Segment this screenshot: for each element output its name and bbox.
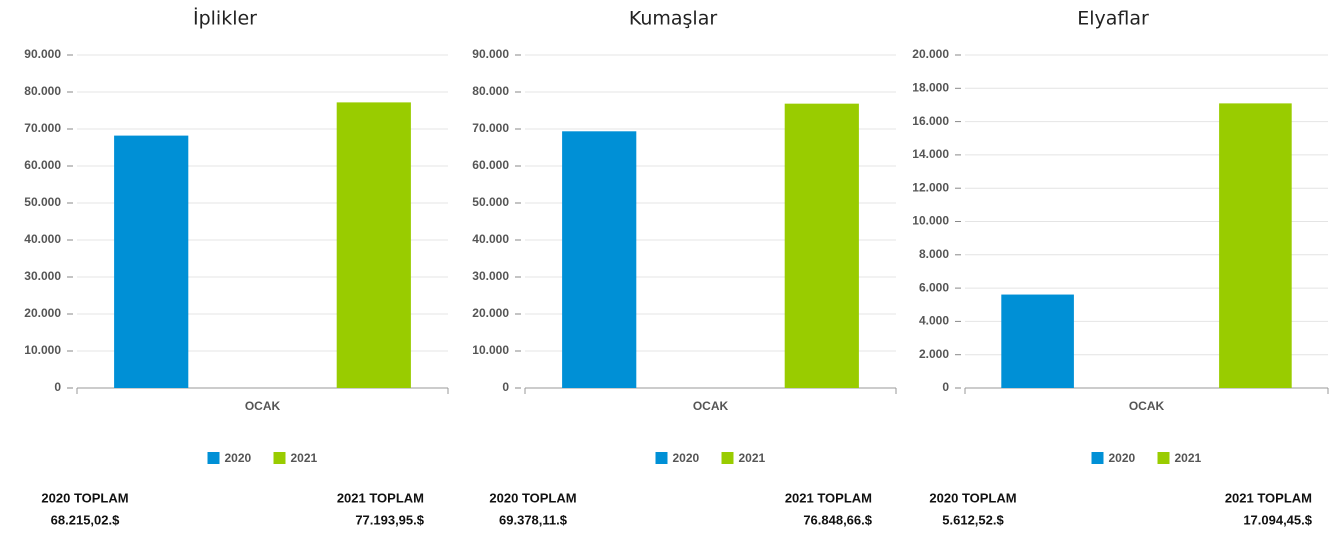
y-tick-label: 20.000	[24, 306, 61, 320]
total-value: 77.193,95.$	[355, 512, 424, 527]
y-tick-label: 10.000	[912, 214, 949, 228]
y-tick-label: 90.000	[472, 47, 509, 61]
y-tick-label: 14.000	[912, 147, 949, 161]
total-label: 2021 TOPLAM	[785, 490, 872, 505]
chart-title: Kumaşlar	[629, 8, 718, 30]
y-tick-label: 20.000	[912, 47, 949, 61]
y-tick-label: 60.000	[472, 158, 509, 172]
total-label: 2021 TOPLAM	[337, 490, 424, 505]
y-tick-label: 0	[54, 380, 61, 394]
total-value: 69.378,11.$	[499, 512, 568, 527]
bar	[784, 103, 859, 388]
legend-swatch	[273, 452, 286, 464]
y-tick-label: 40.000	[24, 232, 61, 246]
legend-label: 2021	[739, 451, 766, 465]
y-tick-label: 40.000	[472, 232, 509, 246]
bar	[562, 131, 637, 388]
y-tick-label: 16.000	[912, 114, 949, 128]
legend-label: 2020	[1109, 451, 1136, 465]
y-tick-label: 70.000	[24, 121, 61, 135]
y-tick-label: 2.000	[919, 347, 949, 361]
total-value: 17.094,45.$	[1243, 512, 1312, 527]
total-value: 76.848,66.$	[803, 512, 872, 527]
legend-label: 2020	[225, 451, 252, 465]
legend-swatch	[655, 452, 668, 464]
chart-title: Elyaflar	[1077, 8, 1149, 30]
total-label: 2020 TOPLAM	[929, 490, 1016, 505]
y-tick-label: 18.000	[912, 80, 949, 94]
y-tick-label: 10.000	[472, 343, 509, 357]
total-value: 5.612,52.$	[942, 512, 1004, 527]
y-tick-label: 30.000	[24, 269, 61, 283]
legend-label: 2021	[1175, 451, 1202, 465]
bar	[1001, 294, 1074, 388]
y-tick-label: 8.000	[919, 247, 949, 261]
y-tick-label: 0	[942, 380, 949, 394]
y-tick-label: 80.000	[24, 84, 61, 98]
y-tick-label: 12.000	[912, 180, 949, 194]
y-tick-label: 6.000	[919, 280, 949, 294]
legend-label: 2020	[673, 451, 700, 465]
y-tick-label: 4.000	[919, 314, 949, 328]
total-value: 68.215,02.$	[51, 512, 120, 527]
y-tick-label: 80.000	[472, 84, 509, 98]
y-tick-label: 10.000	[24, 343, 61, 357]
x-tick-label: OCAK	[693, 399, 729, 413]
legend-swatch	[721, 452, 734, 464]
legend-label: 2021	[291, 451, 318, 465]
y-tick-label: 60.000	[24, 158, 61, 172]
x-tick-label: OCAK	[1129, 399, 1165, 413]
y-tick-label: 30.000	[472, 269, 509, 283]
bar	[1219, 103, 1292, 388]
bar	[336, 102, 411, 388]
total-label: 2020 TOPLAM	[489, 490, 576, 505]
bar	[114, 135, 189, 388]
chart-title: İplikler	[193, 7, 257, 30]
y-tick-label: 90.000	[24, 47, 61, 61]
y-tick-label: 20.000	[472, 306, 509, 320]
y-tick-label: 50.000	[472, 195, 509, 209]
legend-swatch	[207, 452, 220, 464]
y-tick-label: 0	[502, 380, 509, 394]
y-tick-label: 50.000	[24, 195, 61, 209]
y-tick-label: 70.000	[472, 121, 509, 135]
legend-swatch	[1091, 452, 1104, 464]
total-label: 2020 TOPLAM	[41, 490, 128, 505]
total-label: 2021 TOPLAM	[1225, 490, 1312, 505]
legend-swatch	[1157, 452, 1170, 464]
x-tick-label: OCAK	[245, 399, 281, 413]
